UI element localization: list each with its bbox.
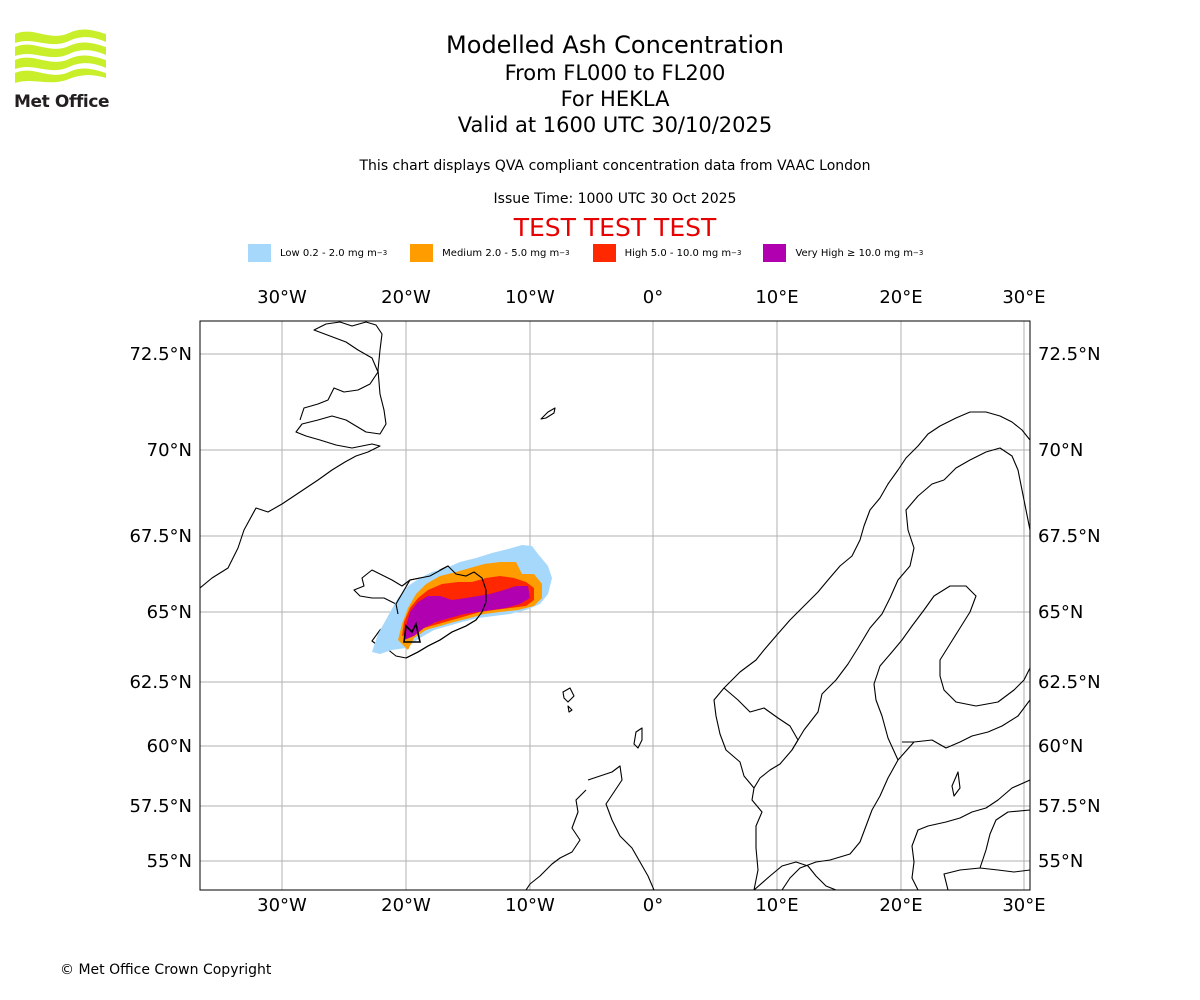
legend-item-very-high: Very High ≥ 10.0 mg m −3 — [763, 244, 923, 262]
lat-tick-label-left: 70°N — [147, 440, 192, 461]
lat-tick-label-left: 60°N — [147, 736, 192, 757]
legend-swatch-high — [592, 244, 616, 262]
ash-plume — [372, 545, 552, 654]
compliance-note: This chart displays QVA compliant concen… — [359, 158, 871, 174]
map-frame — [199, 320, 1031, 891]
title-block: Modelled Ash Concentration From FL000 to… — [340, 30, 890, 138]
chart-title: Modelled Ash Concentration — [446, 31, 784, 59]
lat-tick-label-right: 55°N — [1038, 851, 1083, 872]
legend-label-very-high: Very High ≥ 10.0 mg m — [795, 247, 914, 259]
lon-tick-label-top: 30°W — [257, 287, 307, 308]
coast-faroe — [562, 687, 575, 713]
lat-tick-label-right: 72.5°N — [1038, 344, 1101, 365]
coast-sweden-east — [781, 585, 1030, 890]
border-norway-sweden — [791, 479, 945, 751]
lat-tick-label-right: 65°N — [1038, 602, 1083, 623]
lat-tick-label-left: 57.5°N — [129, 796, 192, 817]
test-banner: TEST TEST TEST — [513, 213, 717, 242]
lat-tick-label-right: 57.5°N — [1038, 796, 1101, 817]
lon-tick-label-top: 0° — [643, 287, 663, 308]
tick-labels: 30°W 30°W 20°W 20°W 10°W 10°W 0° 0° 10°E 10°E 20°E… — [129, 287, 1100, 916]
legend-swatch-very-high — [763, 244, 787, 262]
legend-unit-exp: −3 — [731, 249, 742, 257]
lat-tick-label-left: 67.5°N — [129, 526, 192, 547]
issue-time: Issue Time: 1000 UTC 30 Oct 2025 — [493, 191, 737, 207]
legend-label-high: High 5.0 - 10.0 mg m — [624, 247, 732, 259]
lon-tick-label-top: 20°E — [879, 287, 922, 308]
legend-unit-exp: −3 — [559, 249, 570, 257]
legend-unit-exp: −3 — [913, 249, 924, 257]
ash-very-high-zone — [404, 586, 530, 640]
lat-tick-label-right: 70°N — [1038, 440, 1083, 461]
flight-levels: From FL000 to FL200 — [504, 61, 726, 85]
volcano-marker-outline — [403, 621, 421, 643]
lon-tick-label-bottom: 30°E — [1002, 895, 1045, 916]
lat-tick-label-left: 55°N — [147, 851, 192, 872]
coast-shetland — [633, 727, 643, 749]
border-finland — [943, 447, 1030, 531]
coast-greenland — [200, 321, 387, 589]
legend-label-low: Low 0.2 - 2.0 mg m — [280, 247, 377, 259]
legend-label-medium: Medium 2.0 - 5.0 mg m — [442, 247, 560, 259]
lon-tick-label-bottom: 20°E — [879, 895, 922, 916]
lat-tick-label-right: 67.5°N — [1038, 526, 1101, 547]
legend-swatch-medium — [410, 244, 434, 262]
logo-text: Met Office — [14, 92, 110, 112]
copyright: © Met Office Crown Copyright — [60, 962, 272, 978]
legend-item-medium: Medium 2.0 - 5.0 mg m −3 — [410, 244, 570, 262]
coast-iceland-overlay — [395, 565, 487, 659]
lon-tick-label-bottom: 10°W — [505, 895, 555, 916]
legend-swatch-low — [248, 244, 271, 262]
coast-jan-mayen — [540, 407, 556, 420]
lon-tick-label-bottom: 20°W — [381, 895, 431, 916]
lon-tick-label-top: 30°E — [1002, 287, 1045, 308]
met-office-logo — [15, 29, 106, 83]
lon-tick-label-top: 10°W — [505, 287, 555, 308]
lon-tick-label-bottom: 10°E — [755, 895, 798, 916]
lon-tick-label-top: 10°E — [755, 287, 798, 308]
coast-baltic — [911, 779, 1030, 890]
map-background — [200, 321, 1030, 890]
coast-denmark — [753, 861, 837, 890]
lat-tick-label-left: 65°N — [147, 602, 192, 623]
volcano-name: For HEKLA — [560, 87, 670, 111]
lon-tick-label-top: 20°W — [381, 287, 431, 308]
valid-time: Valid at 1600 UTC 30/10/2025 — [457, 113, 773, 137]
coast-scandinavia — [713, 411, 1030, 890]
lon-tick-label-bottom: 30°W — [257, 895, 307, 916]
coast-gotland — [951, 771, 961, 797]
lat-tick-label-left: 62.5°N — [129, 672, 192, 693]
lon-tick-label-bottom: 0° — [643, 895, 663, 916]
lat-tick-label-right: 62.5°N — [1038, 672, 1101, 693]
lat-tick-label-right: 60°N — [1038, 736, 1083, 757]
coast-uk — [525, 765, 655, 890]
lat-tick-label-left: 72.5°N — [129, 344, 192, 365]
legend: Low 0.2 - 2.0 mg m −3 Medium 2.0 - 5.0 mg… — [248, 244, 923, 262]
legend-unit-exp: −3 — [376, 249, 388, 257]
legend-item-high: High 5.0 - 10.0 mg m −3 — [592, 244, 742, 262]
legend-item-low: Low 0.2 - 2.0 mg m −3 — [248, 244, 387, 262]
